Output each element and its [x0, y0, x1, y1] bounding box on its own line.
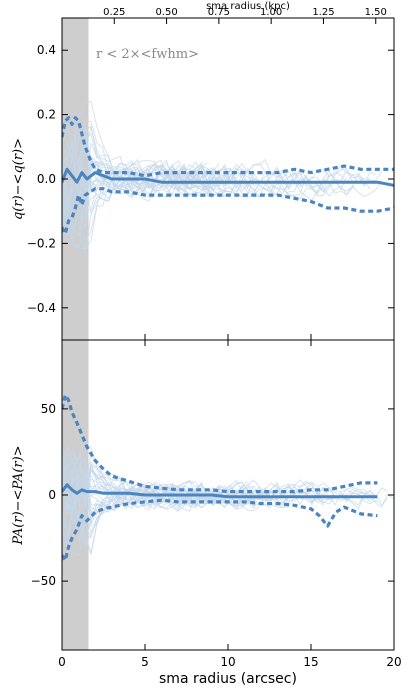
x-tick-label: 20: [386, 655, 401, 669]
y-tick-label: −50: [31, 574, 56, 588]
y-tick-label: −0.4: [27, 301, 56, 315]
x-tick-label: 0: [58, 655, 66, 669]
y-axis-label: q(r)−<q(r)>: [11, 138, 26, 220]
y-tick-label: 0: [48, 488, 56, 502]
chart-axes: −0.4 −0.2 0.0 0.2 0.4 q(r)−<q(r)> 0.25 0.50 0.75…: [11, 1, 402, 687]
y-tick-label: 0.0: [37, 172, 56, 186]
series-lower-q: [62, 187, 394, 236]
background-realization-line: [62, 155, 237, 199]
y-tick-label: 0.2: [37, 108, 56, 122]
y-tick-label: −0.2: [27, 236, 56, 250]
background-realization-line: [62, 162, 307, 249]
background-realization-line: [62, 459, 289, 555]
background-realization-line: [62, 142, 249, 200]
y-tick-label: 0.4: [37, 43, 56, 57]
background-realization-line: [62, 464, 202, 544]
series-lower-pa: [62, 498, 378, 563]
top-axis-tick-label: 0.75: [208, 7, 230, 18]
top-axis-tick-label: 0.50: [155, 7, 177, 18]
top-axis-label: sma radius (kpc): [206, 1, 290, 12]
series-upper-q: [62, 116, 394, 178]
background-realization-line: [62, 475, 254, 528]
background-realization-line: [62, 165, 231, 237]
y-axis-label: PA(r)−<PA(r)>: [11, 445, 26, 545]
fwhm-annotation: r < 2×<fwhm>: [96, 47, 199, 62]
y-tick-label: 50: [41, 402, 56, 416]
x-tick-label: 5: [141, 655, 149, 669]
x-tick-label: 15: [303, 655, 318, 669]
series-upper-pa: [62, 393, 378, 494]
top-axis-tick-label: 1.00: [260, 7, 282, 18]
background-realization-line: [62, 168, 202, 229]
chart-marks: [62, 116, 394, 563]
background-lines-bottom: [62, 340, 394, 650]
top-axis-tick-label: 0.25: [103, 7, 125, 18]
top-axis-tick-label: 1.50: [365, 7, 387, 18]
x-tick-label: 10: [220, 655, 235, 669]
x-axis-label: sma radius (arcsec): [159, 671, 297, 687]
series-median-pa: [62, 483, 378, 499]
series-median-q: [62, 167, 394, 187]
top-axis-tick-label: 1.25: [312, 7, 334, 18]
